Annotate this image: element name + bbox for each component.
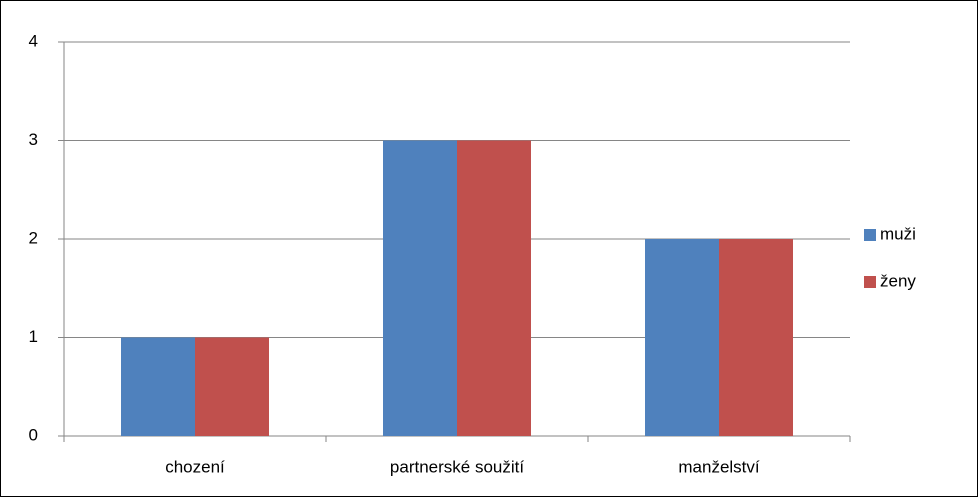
x-tick-label: partnerské soužití [390, 457, 524, 476]
bar [121, 337, 195, 436]
x-tick-label: manželství [678, 457, 760, 476]
bar [195, 337, 269, 436]
y-tick-label: 1 [29, 327, 38, 346]
y-tick-label: 0 [29, 425, 38, 444]
legend-swatch [864, 276, 876, 288]
legend-label: ženy [880, 271, 916, 290]
y-tick-label: 3 [29, 130, 38, 149]
y-tick-label: 4 [29, 31, 38, 50]
bar [457, 140, 531, 436]
bar [383, 140, 457, 436]
bar [719, 239, 793, 436]
bar [645, 239, 719, 436]
y-tick-label: 2 [29, 228, 38, 247]
x-tick-label: chození [165, 457, 225, 476]
legend-label: muži [880, 224, 916, 243]
legend-swatch [864, 229, 876, 241]
